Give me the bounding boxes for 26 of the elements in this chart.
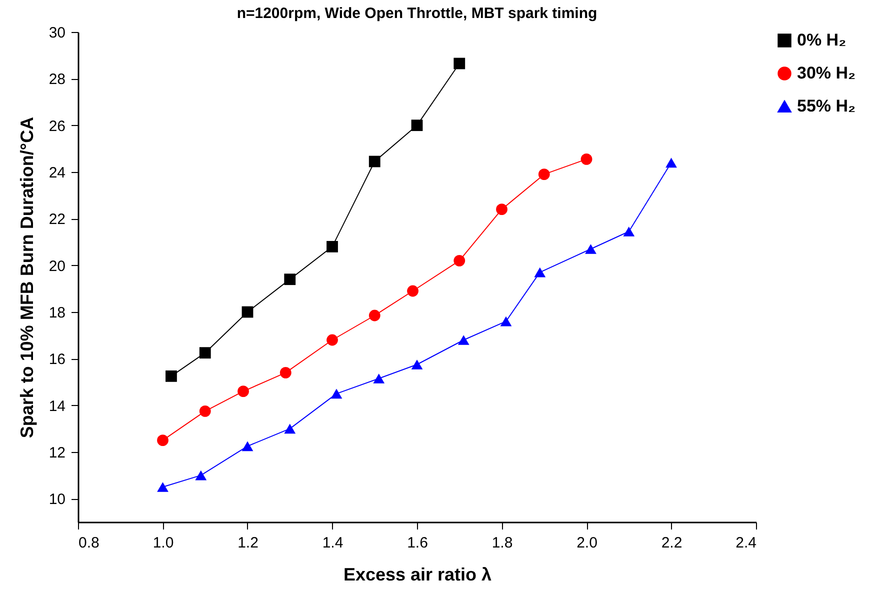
- legend-label: 0% H₂: [797, 30, 846, 50]
- y-tick-label: 14: [48, 398, 66, 415]
- x-tick-label: 2.0: [576, 534, 598, 552]
- x-tick-label: 1.6: [407, 534, 428, 552]
- x-tick-label: 2.2: [661, 534, 682, 552]
- x-tick-label: 1.2: [238, 534, 258, 552]
- y-tick-label: 18: [48, 304, 66, 322]
- x-tick-label: 2.4: [736, 534, 756, 552]
- x-tick-label: 1.8: [492, 534, 513, 552]
- y-tick-label: 26: [48, 118, 66, 135]
- x-axis-title: Excess air ratio λ: [343, 564, 492, 584]
- y-tick-label: 16: [48, 351, 66, 368]
- y-tick-label: 10: [48, 491, 66, 508]
- y-tick-label: 20: [48, 258, 66, 275]
- y-tick-label: 28: [48, 71, 66, 88]
- legend-label: 30% H₂: [797, 64, 856, 82]
- x-tick-label: 1.0: [152, 534, 174, 552]
- x-tick-label: 0.8: [78, 534, 100, 552]
- y-tick-label: 22: [48, 211, 66, 228]
- legend-label: 55% H₂: [797, 96, 856, 116]
- x-tick-label: 1.4: [322, 534, 344, 552]
- chart-title: n=1200rpm, Wide Open Throttle, MBT spark timing: [236, 5, 598, 22]
- y-tick-label: 24: [48, 164, 66, 182]
- y-axis-title: Spark to 10% MFB Burn Duration/°CA: [16, 116, 37, 438]
- y-tick-label: 30: [48, 24, 66, 42]
- y-tick-label: 12: [48, 444, 66, 462]
